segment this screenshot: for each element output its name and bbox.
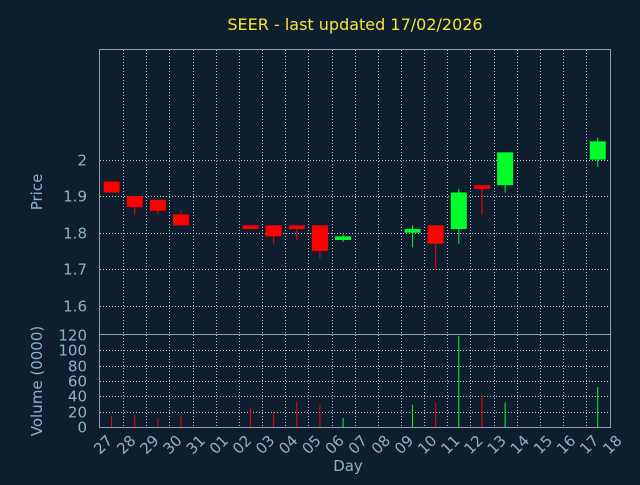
volume-y-tick-label: 100: [58, 342, 87, 360]
candle-body: [497, 152, 514, 186]
volume-panel-frame: [99, 334, 611, 428]
candle-body: [288, 225, 305, 230]
x-axis-title: Day: [333, 457, 363, 475]
candle-body: [103, 181, 120, 193]
volume-y-tick-label: 60: [68, 373, 87, 391]
candle-body: [149, 199, 166, 211]
volume-grid: [100, 335, 610, 427]
candle-body: [265, 225, 282, 237]
price-y-tick-label: 2: [77, 152, 87, 170]
candle-body: [473, 185, 490, 189]
candle-body: [173, 214, 190, 226]
price-y-tick-label: 1.9: [63, 188, 87, 206]
volume-y-tick-label: 80: [68, 358, 87, 376]
volume-axis-title: Volume (0000): [28, 326, 46, 436]
candle-body: [335, 236, 352, 240]
price-y-tick-label: 1.8: [63, 225, 87, 243]
price-y-ticks: 1.6 1.7 1.8 1.9 2: [63, 152, 87, 316]
chart-title: SEER - last updated 17/02/2026: [227, 15, 482, 34]
price-y-tick-label: 1.7: [63, 261, 87, 279]
volume-y-tick-label: 40: [68, 388, 87, 406]
candle-body: [311, 225, 328, 251]
candle-body: [450, 192, 467, 230]
volume-bars: [111, 335, 599, 427]
candle-body: [427, 225, 444, 244]
price-candles: [103, 137, 606, 270]
x-axis-ticks: 2728293031010203040506070809101112131415…: [90, 432, 626, 458]
candle-body: [404, 229, 421, 233]
x-tick-label: 18: [599, 432, 625, 458]
volume-y-tick-label: 120: [58, 327, 87, 345]
price-axis-title: Price: [28, 174, 46, 211]
volume-y-tick-label: 20: [68, 404, 87, 422]
price-y-tick-label: 1.6: [63, 298, 87, 316]
candle-body: [242, 225, 259, 230]
candle-body: [126, 196, 143, 208]
volume-y-tick-label: 0: [77, 419, 87, 437]
candle-body: [589, 141, 606, 160]
price-grid: [100, 50, 610, 335]
